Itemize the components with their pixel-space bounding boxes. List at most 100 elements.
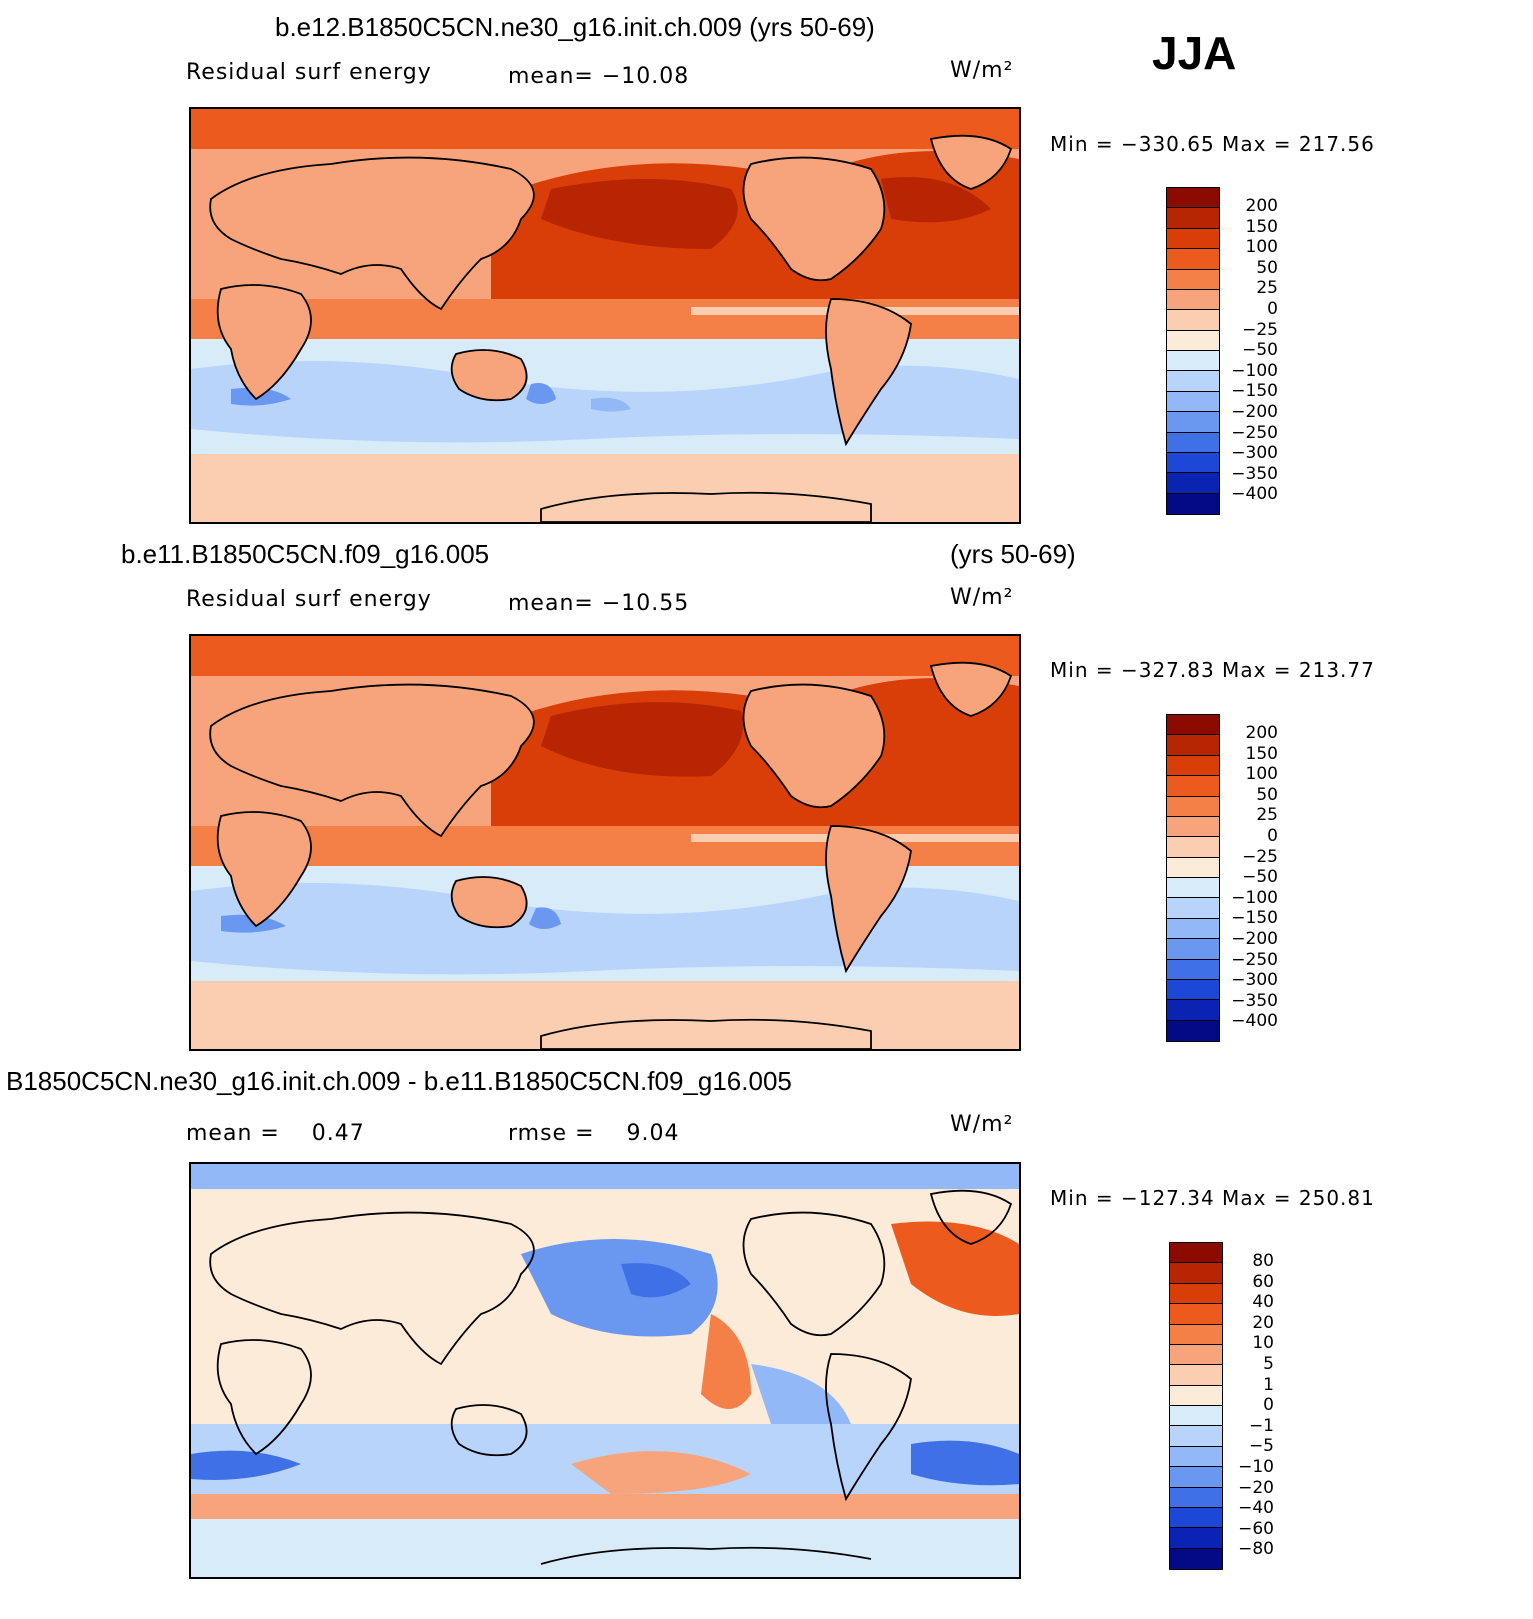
panel1-colorbar-swatch [1167,473,1219,494]
panel2-colorbar-labels: 200 150 100 50 25 0 −25 −50 −100 −150 −200 −250 −300… [1218,723,1278,1032]
panel3-colorbar-tick-label: 80 [1252,1251,1274,1271]
panel2-colorbar-tick-label: −100 [1231,887,1278,908]
season-label: JJA [1152,27,1237,79]
panel1-colorbar [1166,187,1220,515]
panel3-colorbar-swatch [1170,1467,1222,1488]
panel1-colorbar-tick-label: −150 [1231,381,1278,402]
panel3-title: B1850C5CN.ne30_g16.init.ch.009 - b.e11.B… [6,1066,792,1096]
panel3-colorbar-swatch [1170,1283,1222,1305]
panel2-colorbar-tick-label: 50 [1256,784,1278,805]
panel1-colorbar-swatch [1167,188,1219,209]
panel1-colorbar-swatch [1167,452,1219,474]
panel3-colorbar-swatch [1170,1324,1222,1345]
panel2-colorbar-tick-label: 0 [1267,825,1278,846]
panel2-colorbar-swatch [1167,755,1219,777]
panel3-colorbar-swatch [1170,1263,1222,1284]
panel1-colorbar-swatch [1167,391,1219,413]
panel2-colorbar-swatch [1167,959,1219,980]
panel1-colorbar-swatch [1167,412,1219,433]
panel2-colorbar-swatch [1167,878,1219,899]
panel3-map-svg [191,1164,1019,1577]
panel1-colorbar-swatch [1167,208,1219,229]
panel3-colorbar-swatch [1170,1426,1222,1447]
panel1-colorbar-tick-label: −100 [1231,360,1278,381]
panel2-colorbar-swatch [1167,979,1219,1001]
panel2-colorbar-tick-label: 150 [1245,743,1278,764]
panel2-colorbar-swatch [1167,735,1219,756]
panel2-colorbar-swatch [1167,1000,1219,1021]
panel3-colorbar-swatch [1170,1365,1222,1386]
panel1-colorbar-tick-label: −250 [1231,422,1278,443]
panel1-colorbar-swatch [1167,330,1219,351]
panel3-colorbar-tick-label: 0 [1263,1395,1274,1416]
panel2-minmax: Min = −327.83 Max = 213.77 [1050,658,1375,682]
panel2-colorbar-tick-label: −400 [1231,1011,1278,1032]
panel1-variable: Residual surf energy [186,60,432,85]
panel3-colorbar-tick-label: −5 [1248,1436,1274,1457]
panel2-colorbar-tick-label: −50 [1242,867,1278,888]
panel2-mean: mean= −10.55 [508,591,690,616]
panel2-colorbar-tick-label: −250 [1231,949,1278,970]
panel3-colorbar-tick-label: 10 [1252,1333,1274,1354]
panel2-map-svg [191,636,1019,1049]
panel3-colorbar-tick-label: −1 [1248,1415,1274,1436]
panel2-map [189,634,1021,1051]
panel2-colorbar-tick-label: 100 [1245,764,1278,785]
panel1-colorbar-tick-label: 100 [1245,237,1278,258]
panel1-colorbar-tick-label: 200 [1245,196,1278,216]
panel3-colorbar-swatch [1170,1548,1222,1569]
panel1-colorbar-swatch [1167,493,1219,514]
panel1-colorbar-tick-label: −350 [1231,463,1278,484]
panel1-colorbar-tick-label: 150 [1245,216,1278,237]
panel3-colorbar-swatch [1170,1344,1222,1366]
panel2-colorbar-swatch [1167,715,1219,736]
panel3-colorbar-labels: 80 60 40 20 10 5 1 0 −1 −5 −10 −20 −40 −60 −80 [1214,1251,1274,1560]
panel2-colorbar-swatch [1167,939,1219,960]
panel2-colorbar-swatch [1167,857,1219,878]
panel2-colorbar-tick-label: −350 [1231,990,1278,1011]
panel3-colorbar-swatch [1170,1385,1222,1406]
panel3-colorbar-tick-label: −40 [1238,1498,1274,1519]
panel1-colorbar-tick-label: 50 [1256,257,1278,278]
panel1-map [189,107,1021,524]
panel2-colorbar-tick-label: −25 [1242,846,1278,867]
panel3-map [189,1162,1021,1579]
panel3-colorbar-tick-label: 1 [1263,1374,1274,1395]
panel3-minmax: Min = −127.34 Max = 250.81 [1050,1186,1375,1210]
panel2-colorbar-tick-label: 25 [1256,805,1278,826]
panel1-colorbar-swatch [1167,228,1219,250]
panel2-colorbar-tick-label: 200 [1245,723,1278,743]
panel3-colorbar-swatch [1170,1528,1222,1549]
panel2-units: W/m² [950,585,1014,610]
panel2-colorbar-swatch [1167,816,1219,838]
panel1-colorbar-tick-label: −400 [1231,484,1278,505]
panel3-colorbar-tick-label: −20 [1238,1477,1274,1498]
panel3-colorbar-tick-label: −80 [1238,1539,1274,1560]
panel1-colorbar-tick-label: −300 [1231,443,1278,464]
panel2-title-right: (yrs 50-69) [950,539,1076,569]
panel1-title: b.e12.B1850C5CN.ne30_g16.init.ch.009 (yr… [275,12,875,42]
panel1-minmax: Min = −330.65 Max = 217.56 [1050,132,1375,156]
panel1-colorbar-tick-label: −200 [1231,401,1278,422]
panel1-colorbar-swatch [1167,432,1219,453]
panel2-colorbar [1166,714,1220,1042]
panel2-colorbar-swatch [1167,918,1219,940]
panel3-mean: mean = 0.47 [186,1121,365,1146]
panel2-variable: Residual surf energy [186,587,432,612]
panel3-colorbar-swatch [1170,1487,1222,1508]
panel3-colorbar-tick-label: 5 [1263,1353,1274,1374]
panel2-colorbar-swatch [1167,796,1219,817]
panel2-colorbar-tick-label: −150 [1231,908,1278,929]
panel3-colorbar-swatch [1170,1406,1222,1427]
panel1-colorbar-swatch [1167,269,1219,290]
panel1-colorbar-swatch [1167,249,1219,270]
panel3-rmse: rmse = 9.04 [508,1121,680,1146]
panel3-colorbar-tick-label: 20 [1252,1312,1274,1333]
panel1-units: W/m² [950,58,1014,83]
panel3-colorbar-tick-label: 40 [1252,1292,1274,1313]
panel2-colorbar-swatch [1167,776,1219,797]
panel3-colorbar-swatch [1170,1507,1222,1529]
panel1-colorbar-tick-label: 25 [1256,278,1278,299]
panel1-colorbar-swatch [1167,351,1219,372]
panel1-colorbar-swatch [1167,371,1219,392]
